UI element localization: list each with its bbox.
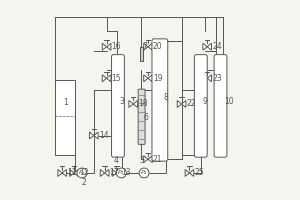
Text: 3: 3: [119, 97, 124, 106]
Polygon shape: [102, 75, 106, 82]
Polygon shape: [144, 75, 148, 82]
Polygon shape: [106, 75, 111, 82]
Text: 4: 4: [113, 156, 119, 165]
Polygon shape: [70, 170, 74, 176]
Polygon shape: [148, 43, 152, 50]
Polygon shape: [112, 170, 116, 176]
Text: 8: 8: [164, 93, 169, 102]
Polygon shape: [102, 43, 106, 50]
Circle shape: [116, 168, 126, 178]
Text: 13: 13: [122, 168, 131, 177]
Polygon shape: [89, 132, 94, 139]
Polygon shape: [189, 170, 194, 176]
Text: 19: 19: [153, 74, 163, 83]
Text: 2: 2: [82, 178, 87, 187]
Bar: [140, 47, 143, 61]
Text: 18: 18: [138, 99, 148, 108]
Polygon shape: [94, 132, 98, 139]
Polygon shape: [144, 43, 148, 50]
Polygon shape: [207, 43, 212, 50]
Text: 24: 24: [212, 42, 222, 51]
Polygon shape: [177, 100, 182, 107]
Polygon shape: [58, 170, 62, 176]
Text: 21: 21: [153, 155, 163, 164]
Text: 15: 15: [112, 74, 121, 83]
Polygon shape: [133, 100, 138, 107]
Text: 11: 11: [67, 168, 77, 177]
FancyBboxPatch shape: [152, 39, 168, 161]
Polygon shape: [106, 43, 111, 50]
Text: 14: 14: [99, 131, 108, 140]
FancyBboxPatch shape: [112, 55, 124, 157]
Text: P₁: P₁: [118, 170, 124, 175]
Polygon shape: [116, 170, 121, 176]
Text: 22: 22: [187, 99, 196, 108]
FancyBboxPatch shape: [138, 89, 145, 144]
Text: Pₒ: Pₒ: [79, 170, 85, 175]
Polygon shape: [203, 75, 207, 82]
Polygon shape: [105, 170, 109, 176]
Text: 9: 9: [202, 97, 207, 106]
Polygon shape: [207, 75, 212, 82]
Text: 20: 20: [153, 42, 163, 51]
Text: 17: 17: [110, 168, 119, 177]
Polygon shape: [144, 156, 148, 163]
FancyBboxPatch shape: [214, 55, 227, 157]
Polygon shape: [185, 170, 189, 176]
Circle shape: [139, 168, 149, 178]
Polygon shape: [182, 100, 186, 107]
Text: 1: 1: [63, 98, 68, 107]
Polygon shape: [148, 75, 152, 82]
Text: 7: 7: [142, 42, 147, 51]
Polygon shape: [203, 43, 207, 50]
Text: 12: 12: [79, 168, 88, 177]
Text: 23: 23: [212, 74, 222, 83]
Text: 16: 16: [112, 42, 121, 51]
Text: 25: 25: [194, 168, 204, 177]
Polygon shape: [100, 170, 105, 176]
Bar: [55, 80, 75, 155]
Polygon shape: [74, 170, 78, 176]
Polygon shape: [62, 170, 67, 176]
Text: P₂: P₂: [141, 170, 147, 175]
Circle shape: [77, 168, 87, 178]
Polygon shape: [148, 156, 152, 163]
Text: 5: 5: [139, 156, 144, 165]
FancyBboxPatch shape: [194, 55, 207, 157]
Text: 6: 6: [143, 113, 148, 122]
Text: 10: 10: [224, 97, 234, 106]
Polygon shape: [129, 100, 133, 107]
